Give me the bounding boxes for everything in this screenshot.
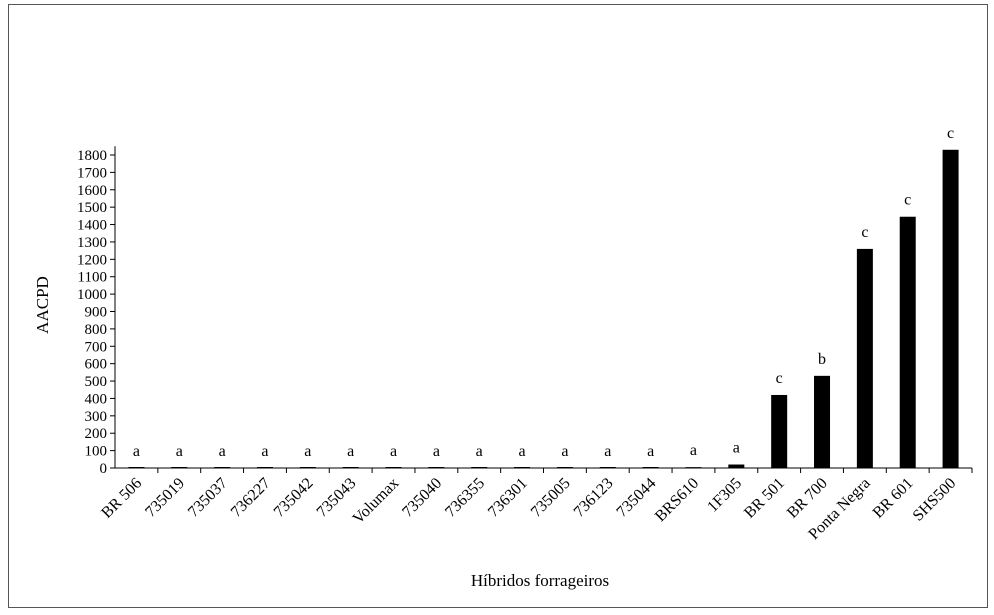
bar <box>728 464 745 468</box>
y-tick-label: 1800 <box>77 148 107 164</box>
significance-letter: a <box>561 443 568 460</box>
x-tick-label: 1F305 <box>704 475 745 516</box>
x-tick-label: BR 601 <box>870 475 917 522</box>
significance-letter: a <box>261 443 268 460</box>
bar <box>514 467 531 468</box>
y-tick-label: 1300 <box>77 235 107 251</box>
labels-group: aBR 506a735019a735037a736227a735042a7350… <box>98 125 959 543</box>
x-tick-label: 735040 <box>399 475 445 521</box>
y-tick-label: 1100 <box>78 270 107 286</box>
x-tick-label: 736227 <box>228 475 274 521</box>
x-tick-label: BRS610 <box>652 475 702 525</box>
bar <box>171 467 188 468</box>
bars-group <box>128 149 959 469</box>
significance-letter: c <box>904 192 911 209</box>
bar <box>214 467 231 468</box>
significance-letter: a <box>647 443 654 460</box>
x-tick-label: 735005 <box>528 475 574 521</box>
x-tick-label: BR 506 <box>98 475 145 522</box>
y-tick-label: 900 <box>85 305 108 321</box>
chart-frame <box>8 4 988 608</box>
y-tick-label: 1400 <box>77 218 107 234</box>
bar <box>899 216 916 468</box>
significance-letter: a <box>133 443 140 460</box>
significance-letter: c <box>776 370 783 387</box>
bar <box>556 467 573 468</box>
bar <box>428 467 445 468</box>
y-tick-label: 300 <box>85 409 108 425</box>
significance-letter: a <box>176 443 183 460</box>
bar <box>299 467 316 468</box>
x-tick-label: 735019 <box>142 475 188 521</box>
significance-letter: c <box>861 224 868 241</box>
y-tick-label: 800 <box>85 322 108 338</box>
significance-letter: a <box>219 443 226 460</box>
x-tick-label: 735037 <box>185 475 231 521</box>
significance-letter: b <box>818 351 826 368</box>
x-tick-label: 735042 <box>271 475 317 521</box>
y-tick-label: 1200 <box>77 252 107 268</box>
y-tick-label: 1700 <box>77 165 107 181</box>
y-axis-title: AACPD <box>33 276 52 334</box>
bar <box>256 467 273 468</box>
bar <box>856 248 873 468</box>
significance-letter: a <box>433 443 440 460</box>
bar <box>599 467 616 468</box>
bar <box>385 467 402 468</box>
y-tick-label: 1500 <box>77 200 107 216</box>
significance-letter: a <box>690 442 697 459</box>
y-tick-label: 600 <box>85 357 108 373</box>
y-tick-label: 200 <box>85 426 108 442</box>
significance-letter: a <box>347 443 354 460</box>
bar <box>342 467 359 468</box>
x-axis-title: Híbridos forrageiros <box>471 571 609 590</box>
x-tick-label: 736123 <box>571 475 617 521</box>
bar <box>128 467 145 468</box>
x-tick-label: 736301 <box>485 475 531 521</box>
y-tick-label: 1600 <box>77 183 107 199</box>
y-tick-label: 400 <box>85 391 108 407</box>
significance-letter: a <box>733 440 740 457</box>
bar <box>942 149 959 469</box>
bar <box>814 375 831 468</box>
significance-letter: a <box>519 443 526 460</box>
bar <box>642 467 659 468</box>
significance-letter: a <box>476 443 483 460</box>
x-tick-label: 736355 <box>442 475 488 521</box>
y-tick-label: 100 <box>85 444 108 460</box>
significance-letter: a <box>390 443 397 460</box>
significance-letter: a <box>304 443 311 460</box>
y-tick-label: 0 <box>100 461 108 477</box>
bar <box>471 467 488 468</box>
bar <box>771 394 788 468</box>
significance-letter: c <box>947 125 954 142</box>
x-tick-label: Volumax <box>350 475 403 528</box>
y-tick-label: 700 <box>85 339 108 355</box>
significance-letter: a <box>604 443 611 460</box>
y-tick-label: 500 <box>85 374 108 390</box>
bar <box>685 467 702 468</box>
x-tick-label: SHS500 <box>910 475 960 525</box>
y-tick-label: 1000 <box>77 287 107 303</box>
x-tick-label: BR 501 <box>741 475 788 522</box>
